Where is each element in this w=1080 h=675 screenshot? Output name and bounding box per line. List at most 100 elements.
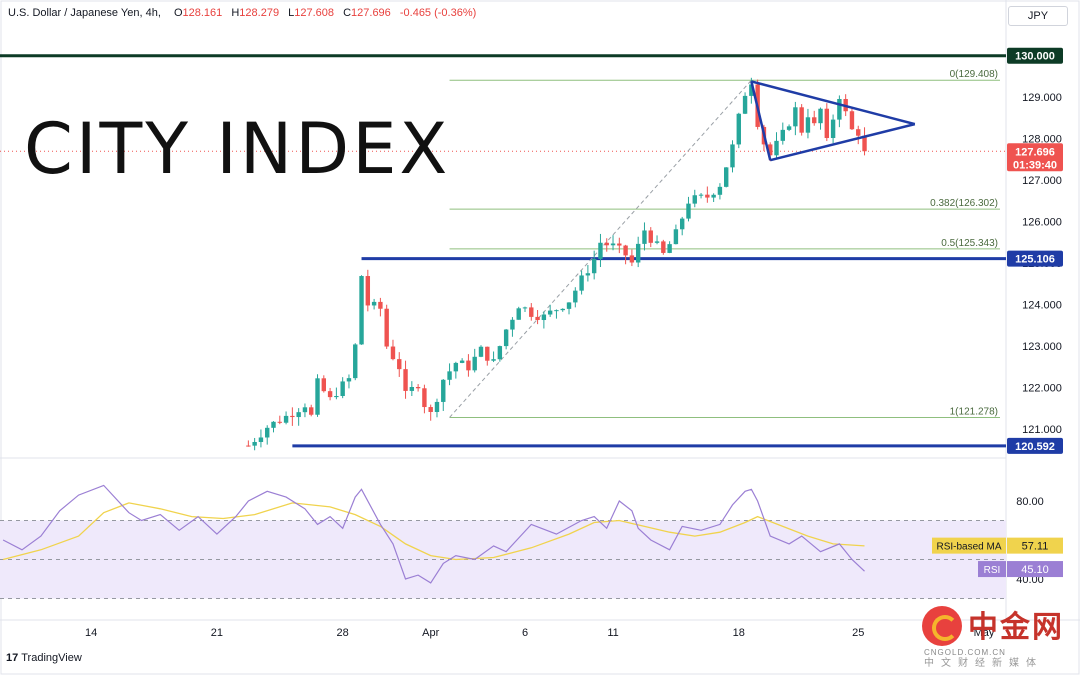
- x-tick-label: 18: [733, 627, 745, 639]
- rsi-ma-value-bg: [1007, 537, 1063, 554]
- candle-body: [654, 241, 660, 243]
- candle-body: [585, 273, 591, 276]
- y-tick-label: 129.000: [1022, 92, 1062, 104]
- candle-body: [290, 415, 295, 418]
- high-value: 128.279: [239, 7, 280, 19]
- candle-body: [686, 203, 691, 219]
- price-levels: [0, 54, 1006, 448]
- candle-body: [371, 301, 377, 306]
- candle-body: [724, 167, 729, 187]
- x-tick-label: 6: [522, 627, 528, 639]
- candle-body: [283, 415, 289, 423]
- candle-body: [742, 95, 748, 114]
- candle-body: [422, 388, 427, 408]
- y-tick-label: 121.000: [1022, 424, 1062, 436]
- candle-body: [591, 258, 597, 274]
- candle-body: [265, 427, 270, 438]
- candle-body: [818, 108, 823, 124]
- candle-body: [453, 362, 459, 372]
- candle-body: [258, 437, 264, 442]
- candle-body: [434, 401, 440, 412]
- high-label: H: [231, 7, 240, 19]
- last-price-tag-text: 127.696: [1015, 146, 1055, 158]
- tradingview-branding[interactable]: 17 TradingView: [6, 652, 82, 664]
- last-price-tag-text: 01:39:40: [1013, 159, 1057, 171]
- candle-body: [554, 310, 559, 312]
- candle-body: [378, 301, 383, 309]
- candle-body: [849, 111, 855, 130]
- rsi-ma-line: [2, 502, 865, 561]
- rsi-ma-value: 57.11: [1022, 541, 1049, 553]
- candle-body: [359, 276, 364, 345]
- x-tick-label: 21: [211, 627, 223, 639]
- triangle-upper-line: [751, 80, 916, 126]
- cngold-watermark: 中金网 CNGOLD.COM.CN 中文财经新媒体: [922, 604, 1072, 669]
- rsi-tick-label: 80.00: [1016, 496, 1044, 508]
- level-tag-resistance-bg: [1007, 47, 1063, 64]
- candle-body: [403, 369, 408, 391]
- candle-body: [579, 275, 584, 291]
- level-tag-resistance-text: 130.000: [1015, 51, 1055, 63]
- candle-body: [478, 346, 484, 357]
- currency-button[interactable]: JPY: [1008, 6, 1068, 26]
- fib-label-1: 1(121.278): [950, 406, 998, 417]
- candle-body: [535, 316, 540, 321]
- symbol-name[interactable]: U.S. Dollar / Japanese Yen, 4h,: [8, 7, 161, 19]
- candle-body: [302, 407, 308, 413]
- candle-body: [447, 371, 452, 380]
- candle-body: [271, 421, 276, 428]
- candle-body: [296, 412, 301, 418]
- candle-body: [692, 195, 697, 204]
- candle-body: [560, 308, 565, 311]
- cngold-subtitle: 中文财经新媒体: [924, 658, 1043, 669]
- time-axis: 14 21 28 Apr 6 11 18 25 May: [85, 627, 995, 639]
- rsi-value: 45.10: [1021, 564, 1049, 576]
- triangle-left-line: [750, 81, 772, 161]
- candle-body: [736, 113, 741, 145]
- candle-body: [510, 319, 515, 330]
- candle-body: [667, 244, 672, 253]
- last-price-tag-bg: [1007, 143, 1063, 172]
- fib-label-0.382: 0.382(126.302): [930, 198, 998, 209]
- candle-body: [321, 378, 327, 392]
- triangle-lower-line: [769, 122, 916, 162]
- x-tick-label: 25: [852, 627, 864, 639]
- tradingview-label: TradingView: [21, 652, 82, 664]
- candle-body: [604, 242, 609, 246]
- candle-body: [679, 218, 685, 230]
- close-value: 127.696: [351, 7, 391, 19]
- candle-body: [717, 186, 723, 195]
- candle-body: [516, 308, 521, 320]
- candle-body: [409, 387, 415, 391]
- y-tick-label: 122.000: [1022, 382, 1062, 394]
- y-tick-label: 128.000: [1022, 134, 1062, 146]
- candle-body: [472, 356, 477, 371]
- open-label: O: [173, 7, 183, 19]
- cngold-url: CNGOLD.COM.CN: [924, 648, 1006, 657]
- x-tick-label: 28: [337, 627, 349, 639]
- candle-body: [610, 243, 616, 246]
- candle-body: [573, 290, 578, 303]
- candle-body: [529, 307, 534, 317]
- candle-body: [459, 360, 465, 363]
- candle-body: [503, 329, 509, 347]
- candle-body: [774, 140, 779, 156]
- cngold-name: 中金网: [968, 611, 1064, 644]
- candle-body: [824, 108, 830, 139]
- candle-body: [856, 129, 861, 136]
- candle-body: [793, 107, 798, 127]
- candle-body: [315, 378, 320, 415]
- candle-body: [246, 445, 251, 447]
- rsi-band-fill: [0, 520, 1006, 599]
- candle-body: [661, 241, 666, 253]
- candle-body: [441, 379, 446, 402]
- candle-body: [768, 144, 773, 156]
- candle-body: [566, 302, 572, 309]
- candle-body: [642, 230, 647, 244]
- candle-body: [705, 194, 710, 198]
- candle-body: [812, 117, 817, 124]
- candle-body: [547, 310, 553, 315]
- rsi-label: RSI: [984, 565, 1001, 576]
